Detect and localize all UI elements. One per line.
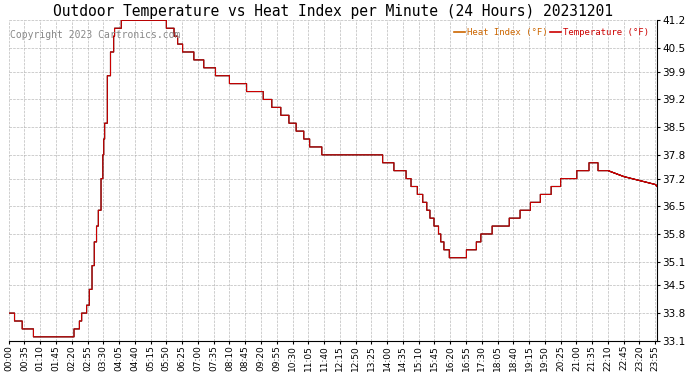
Legend: Heat Index (°F), Temperature (°F): Heat Index (°F), Temperature (°F) <box>451 25 653 41</box>
Text: Copyright 2023 Cartronics.com: Copyright 2023 Cartronics.com <box>10 30 180 40</box>
Title: Outdoor Temperature vs Heat Index per Minute (24 Hours) 20231201: Outdoor Temperature vs Heat Index per Mi… <box>53 4 613 19</box>
